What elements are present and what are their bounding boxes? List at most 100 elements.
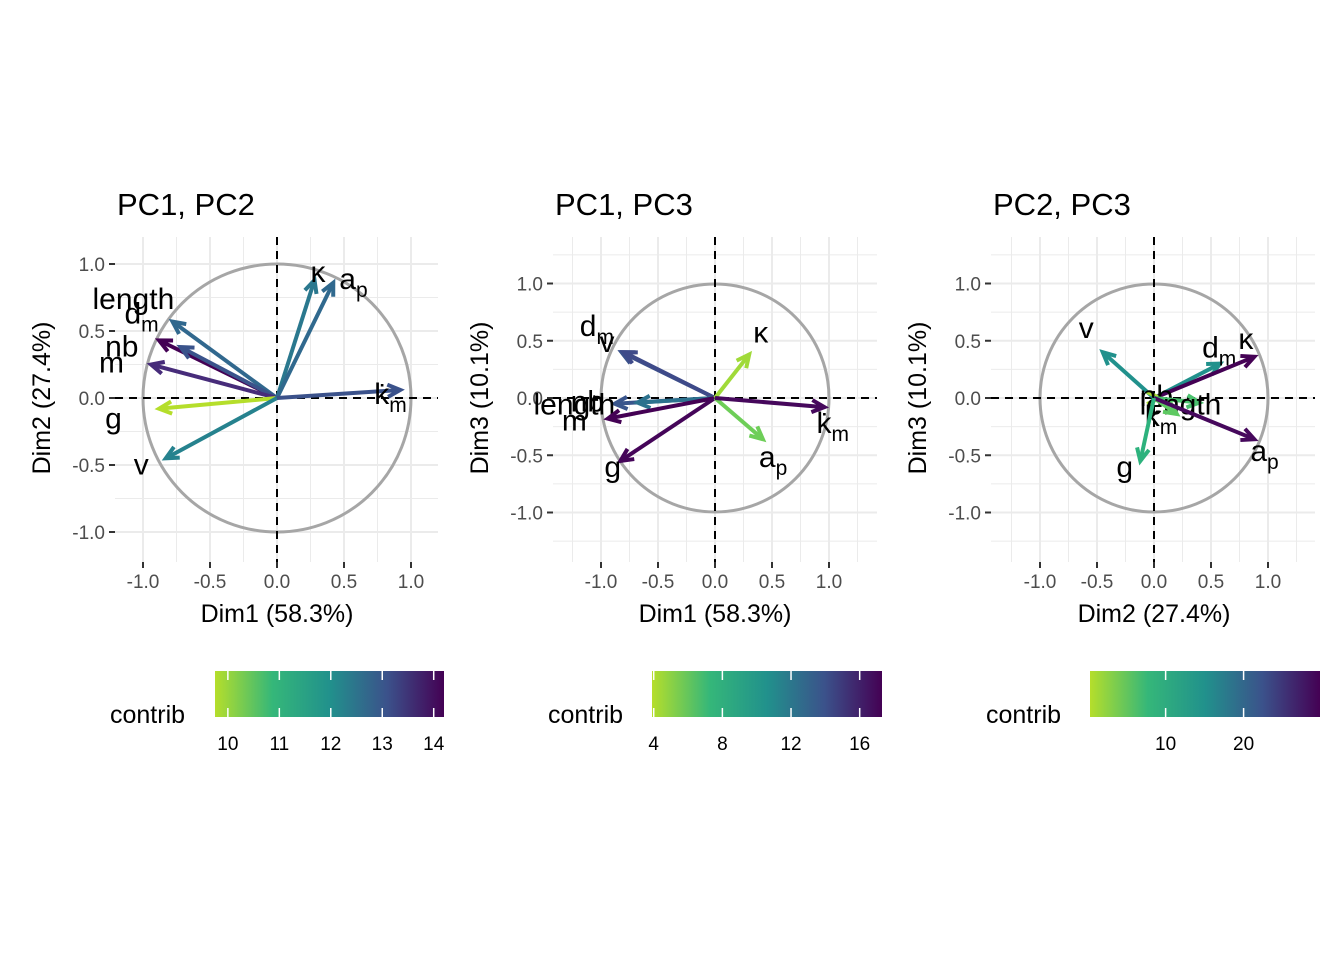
vector-label: v <box>1079 312 1094 345</box>
vector-label: v <box>600 326 615 359</box>
x-tick-label: 0.0 <box>702 572 728 593</box>
vector-arrow <box>713 354 750 400</box>
vector-arrowhead <box>748 425 767 443</box>
vector-label: ap <box>339 263 367 302</box>
x-tick-label: 1.0 <box>816 572 842 593</box>
vector-arrow <box>1102 352 1156 400</box>
legend-ticks: 10 11 12 13 14 <box>217 671 445 755</box>
y-tick-label: 0.5 <box>79 322 105 343</box>
vector-arrow <box>624 351 716 400</box>
vector-arrow <box>276 388 399 400</box>
y-tick-label: -1.0 <box>510 504 543 525</box>
vector-label: m <box>562 405 587 438</box>
vector-arrowhead <box>168 318 187 335</box>
vector-arrowhead <box>603 408 622 425</box>
vector-arrowhead <box>735 350 753 369</box>
legend-tick-label: 8 <box>717 734 728 755</box>
x-tick-label: -1.0 <box>1024 572 1057 593</box>
plot-area: -1.0 -0.5 0.0 0.5 1.0 -1.0 -0.5 0.0 0.5 1.0 vdm nbl… <box>510 237 877 593</box>
vector-arrowhead <box>1185 393 1205 410</box>
vector-label: dm <box>124 298 158 337</box>
legend-tick-label: 10 <box>1155 734 1176 755</box>
vector-arrow <box>620 396 717 462</box>
x-tick-label: -0.5 <box>642 572 675 593</box>
panel-title: PC1, PC3 <box>555 187 693 222</box>
vector-arrowhead <box>1135 446 1151 466</box>
legend-tick-label: 14 <box>423 734 445 755</box>
vector-arrowhead <box>1240 427 1259 443</box>
x-tick-label: 0.5 <box>331 572 357 593</box>
vector-arrow <box>713 396 763 440</box>
vector-arrowhead <box>616 447 635 464</box>
vector-label: ap <box>1250 435 1278 474</box>
vector-label: g <box>604 451 621 484</box>
y-tick-label: -0.5 <box>948 446 981 467</box>
vector-label: g <box>105 403 122 436</box>
x-tick-label: 0.0 <box>1141 572 1167 593</box>
x-tick-label: 0.5 <box>759 572 785 593</box>
x-axis-title: Dim1 (58.3%) <box>639 600 792 628</box>
legend-title: contrib <box>548 701 623 729</box>
vector-label: k̇m <box>374 378 407 417</box>
vector-arrow <box>275 281 316 399</box>
vector-label: κ <box>753 316 769 349</box>
vector-arrowhead <box>632 394 652 410</box>
legend-colorbar <box>1090 671 1320 717</box>
legend-tick-label: 4 <box>648 734 659 755</box>
vector-arrowhead <box>619 350 638 365</box>
vector-label: κ <box>1238 323 1254 356</box>
vector-arrowhead <box>176 344 195 360</box>
vector-arrow <box>152 363 278 400</box>
legend-title: contrib <box>110 701 185 729</box>
x-tick-label: 1.0 <box>398 572 424 593</box>
vector-arrow <box>275 283 335 399</box>
vector-arrow <box>714 396 823 409</box>
panel-title: PC2, PC3 <box>993 187 1131 222</box>
legend-tick-label: 11 <box>269 734 289 755</box>
vector-arrowhead <box>303 275 319 295</box>
vector-arrowhead <box>386 382 405 399</box>
vector-arrowhead <box>154 399 173 416</box>
plot-area: -1.0-0.50.00.51.0-1.0-0.50.00.51.0vdmκnb… <box>948 237 1315 593</box>
vector-label: length <box>533 389 615 422</box>
y-tick-label: -1.0 <box>72 523 105 544</box>
vector-arrowhead <box>161 445 180 461</box>
y-tick-label: 0.5 <box>517 332 543 353</box>
x-axis-title: Dim1 (58.3%) <box>201 600 354 628</box>
vector-arrow <box>1153 396 1254 441</box>
y-tick-label: -1.0 <box>948 504 981 525</box>
legend-tick-label: 12 <box>320 734 341 755</box>
vector-arrowhead <box>154 338 174 353</box>
vector-arrow <box>609 396 716 421</box>
legend-tick-label: 20 <box>1233 734 1254 755</box>
panel-pc2-pc3: PC2, PC3 -1.0 -0.5 0.0 0.5 1.0 -1.0 -0.5 0.0 0.5… <box>904 187 1320 755</box>
y-tick-label: 0.5 <box>955 332 981 353</box>
y-tick-label: 0.0 <box>517 389 543 410</box>
vector-arrowhead <box>610 395 629 411</box>
legend-ticks: 10 20 <box>1155 671 1254 755</box>
vector-label: nb <box>105 330 138 363</box>
legend-tick-label: 13 <box>372 734 393 755</box>
y-axis-title: Dim3 (10.1%) <box>904 322 932 475</box>
vector-label: nb <box>571 386 604 419</box>
x-tick-label: 1.0 <box>1255 572 1281 593</box>
vector-arrowhead <box>810 398 830 415</box>
vector-label: m <box>99 347 124 380</box>
y-tick-label: -0.5 <box>510 446 543 467</box>
x-tick-label: 0.5 <box>1198 572 1224 593</box>
vector-label: k̇m <box>816 407 849 446</box>
panel-title: PC1, PC2 <box>117 187 255 222</box>
vector-label: v <box>134 448 149 481</box>
vector-arrow <box>181 346 278 400</box>
y-tick-label: 1.0 <box>517 275 543 296</box>
vector-arrow <box>1153 355 1254 400</box>
vector-arrowhead <box>146 359 166 376</box>
vector-label: κ <box>311 256 327 289</box>
panel-pc1-pc3: PC1, PC3 -1.0 -0.5 0.0 0.5 1.0 -1.0 -0.5 0.0 0.5… <box>466 187 882 755</box>
legend-colorbar <box>215 671 444 717</box>
legend-tick-label: 16 <box>849 734 870 755</box>
vector-arrow <box>166 396 278 460</box>
x-tick-label: -1.0 <box>127 572 160 593</box>
